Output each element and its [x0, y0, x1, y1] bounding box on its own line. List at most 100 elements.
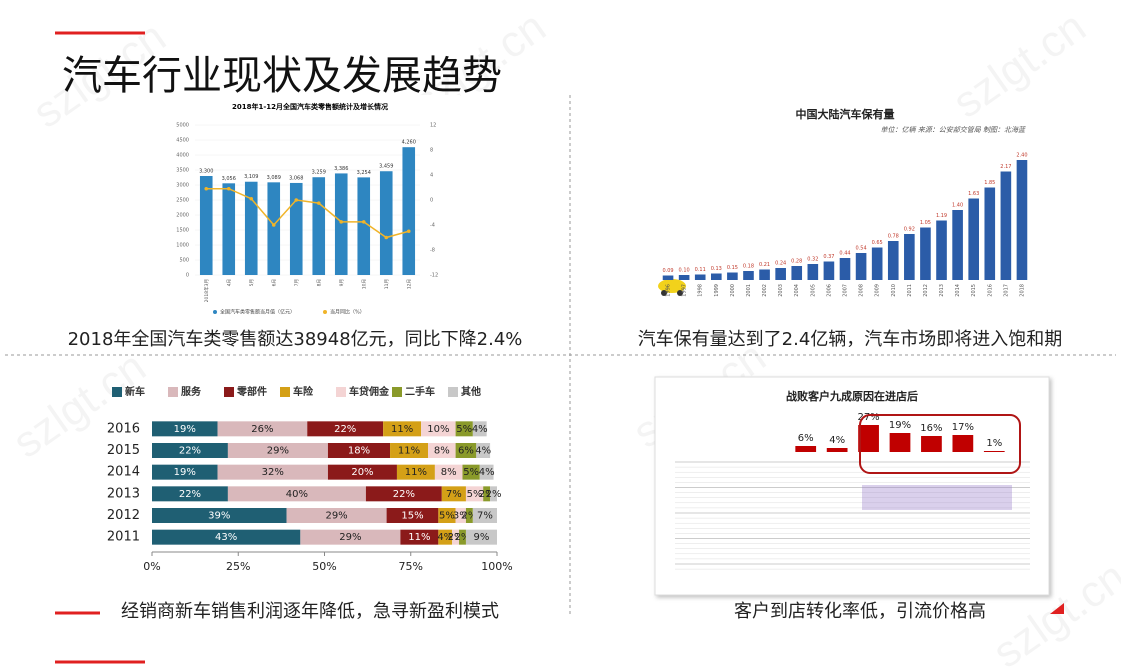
x-tick-label: 2012: [923, 284, 929, 297]
bar: [379, 171, 393, 275]
bar-segment: [472, 508, 497, 523]
bar: [795, 446, 817, 452]
y2-tick-label: -8: [430, 248, 435, 254]
data-label: 22%: [393, 489, 415, 500]
bar: [710, 273, 722, 280]
bar-segment: [483, 486, 491, 502]
bar-segment: [421, 421, 456, 437]
data-label: 19%: [174, 424, 196, 435]
slide-title: 汽车行业现状及发展趋势: [62, 53, 502, 99]
bar: [759, 269, 770, 280]
bar: [807, 264, 819, 280]
bar: [775, 268, 786, 280]
x-tick-label: 2005: [810, 284, 816, 297]
data-label: 4%: [472, 424, 488, 435]
data-label: 5%: [439, 511, 455, 522]
bar-segment: [152, 443, 228, 458]
y2-tick-label: 8: [430, 148, 433, 154]
bar: [222, 183, 236, 275]
bar-segment: [438, 529, 453, 545]
chart-title: 2018年1-12月全国汽车类零售额统计及增长情况: [232, 102, 388, 111]
legend-label: 车险: [293, 385, 314, 398]
data-label: 1%: [986, 438, 1002, 449]
bar-segment: [152, 529, 301, 545]
data-label: 2%: [448, 532, 464, 543]
data-label: 15%: [401, 511, 423, 522]
bar: [904, 234, 915, 280]
data-label: 22%: [179, 446, 201, 457]
bar: [936, 220, 947, 280]
line-point: [339, 220, 344, 224]
data-label: 2%: [479, 489, 495, 500]
bar: [968, 198, 980, 280]
x-tick-label: 2006: [826, 284, 832, 297]
bar-segment: [286, 508, 387, 523]
bar: [662, 275, 674, 280]
y2-tick-label: -4: [430, 223, 435, 229]
bar-segment: [472, 421, 487, 437]
y-tick-label: 2000: [176, 213, 189, 219]
bar-segment: [365, 486, 442, 502]
data-label: 0.44: [839, 251, 850, 257]
x-tick-label: 2004: [794, 284, 800, 297]
data-label: 26%: [251, 424, 273, 435]
bar-segment: [455, 443, 477, 458]
data-label: 32%: [262, 467, 284, 478]
legend-label: 其他: [461, 385, 481, 398]
bar-segment: [300, 529, 401, 545]
bar: [839, 258, 851, 280]
bar-segment: [490, 486, 497, 502]
legend-label: 全国汽车类零售额当月值（亿元）: [220, 309, 295, 316]
data-label: 0.10: [679, 268, 690, 274]
chart-title: 中国大陆汽车保有量: [796, 107, 895, 121]
data-label: 1.19: [936, 213, 947, 219]
bar-segment: [383, 421, 422, 437]
data-label: 3,259: [312, 170, 326, 176]
legend-swatch: [112, 387, 122, 397]
line-point: [316, 201, 321, 205]
data-label: 16%: [920, 423, 942, 434]
x-tick-label: 1999: [714, 284, 720, 297]
data-label: 0.24: [775, 261, 786, 267]
data-label: 3,109: [244, 174, 258, 180]
data-label: 0.13: [711, 266, 722, 272]
line-point: [249, 196, 254, 201]
legend-label: 当月同比（%）: [330, 309, 365, 316]
y2-tick-label: 4: [430, 173, 433, 179]
data-label: 18%: [348, 446, 370, 457]
y-tick-label: 2015: [107, 443, 140, 458]
y-tick-label: 500: [179, 258, 189, 264]
data-label: 1.63: [968, 191, 979, 197]
data-label: 0.18: [743, 264, 754, 270]
accent-triangle: [1050, 603, 1064, 614]
data-label: 22%: [179, 489, 201, 500]
x-tick-label: 2003: [778, 284, 784, 297]
bar-segment: [479, 464, 494, 480]
y-tick-label: 2011: [107, 530, 140, 545]
line-point: [361, 220, 366, 224]
bar-segment: [465, 486, 484, 502]
data-label: 27%: [857, 412, 879, 423]
y-tick-label: 4000: [176, 153, 189, 159]
x-tick-label: 2000: [730, 284, 736, 297]
legend-label: 车贷佣金: [349, 385, 390, 398]
data-label: 20%: [351, 467, 373, 478]
bar-segment: [396, 464, 435, 480]
x-tick-label: 25%: [226, 560, 250, 573]
bar-segment: [455, 421, 473, 437]
bar-segment: [386, 508, 439, 523]
data-label: 4%: [479, 467, 495, 478]
x-tick-label: 1996: [666, 284, 672, 297]
line-point: [204, 186, 209, 191]
data-label: 4,260: [402, 140, 416, 146]
data-label: 0.11: [695, 267, 706, 273]
data-label: 6%: [798, 433, 814, 444]
bar: [823, 261, 835, 280]
bar-segment: [227, 443, 328, 458]
data-label: 2.40: [1016, 153, 1027, 159]
data-label: 4%: [829, 435, 845, 446]
bar-segment: [217, 421, 308, 437]
bar: [334, 173, 348, 275]
x-tick-label: 75%: [399, 560, 423, 573]
y-tick-label: 5000: [176, 123, 189, 129]
